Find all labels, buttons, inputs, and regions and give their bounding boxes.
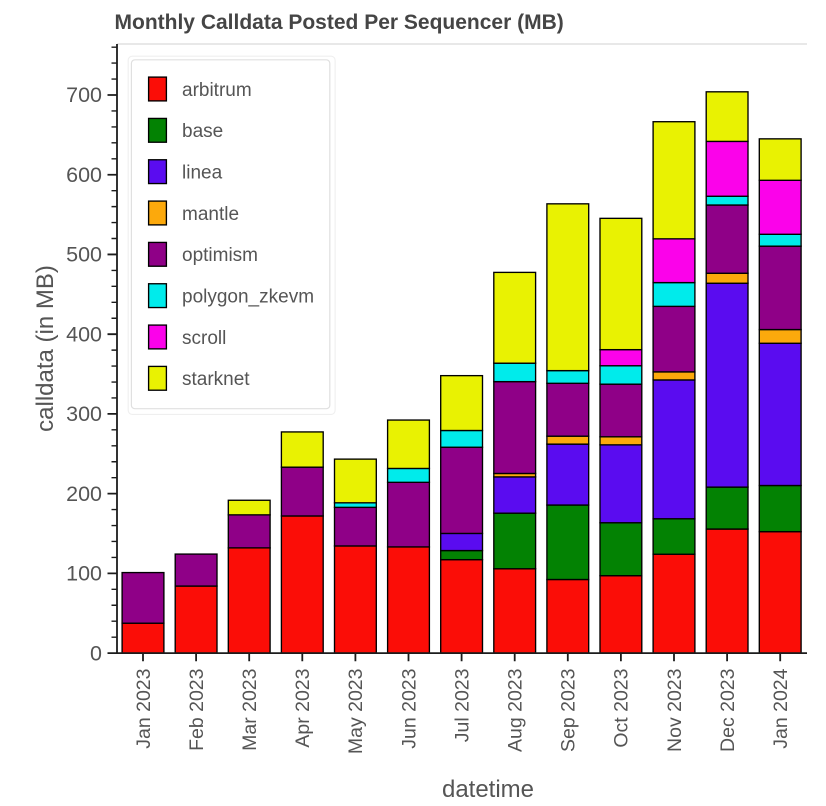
svg-text:Dec 2023: Dec 2023 [717, 669, 739, 752]
svg-text:Jan 2024: Jan 2024 [770, 668, 792, 748]
svg-text:300: 300 [66, 402, 102, 426]
svg-text:500: 500 [66, 243, 102, 267]
svg-text:700: 700 [66, 83, 102, 107]
svg-text:Jan 2023: Jan 2023 [133, 669, 155, 749]
svg-text:Mar 2023: Mar 2023 [239, 669, 261, 751]
svg-text:scroll: scroll [182, 328, 226, 349]
svg-text:linea: linea [182, 162, 223, 183]
svg-text:200: 200 [66, 482, 102, 506]
svg-text:Apr 2023: Apr 2023 [292, 669, 314, 748]
svg-text:Nov 2023: Nov 2023 [664, 669, 686, 752]
svg-text:Jul 2023: Jul 2023 [451, 669, 473, 743]
svg-text:Feb 2023: Feb 2023 [186, 669, 208, 751]
svg-text:600: 600 [66, 163, 102, 187]
svg-text:optimism: optimism [182, 245, 258, 266]
svg-text:Monthly Calldata Posted Per Se: Monthly Calldata Posted Per Sequencer (M… [115, 11, 564, 34]
svg-text:arbitrum: arbitrum [182, 80, 252, 101]
svg-text:100: 100 [66, 562, 102, 586]
svg-text:May 2023: May 2023 [345, 669, 367, 755]
svg-text:polygon_zkevm: polygon_zkevm [182, 286, 314, 307]
svg-text:0: 0 [90, 641, 102, 665]
svg-text:400: 400 [66, 322, 102, 346]
svg-text:Jun 2023: Jun 2023 [398, 669, 420, 749]
svg-text:Sep 2023: Sep 2023 [558, 669, 580, 753]
svg-text:starknet: starknet [182, 369, 250, 390]
svg-text:calldata (in MB): calldata (in MB) [32, 265, 59, 432]
svg-text:mantle: mantle [182, 204, 239, 225]
svg-text:datetime: datetime [442, 776, 534, 803]
svg-text:Oct 2023: Oct 2023 [611, 669, 633, 748]
svg-text:Aug 2023: Aug 2023 [505, 669, 527, 753]
svg-text:base: base [182, 121, 223, 142]
